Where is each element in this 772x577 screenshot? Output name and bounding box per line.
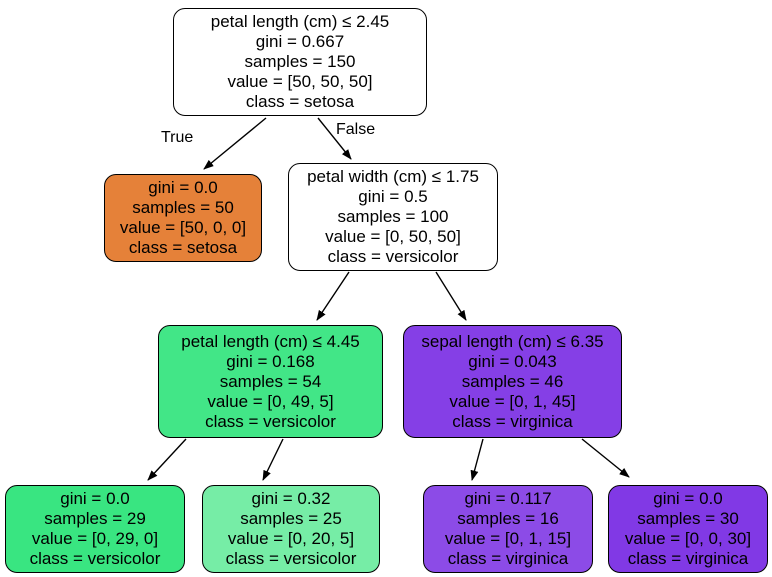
gini-value: gini = 0.667 bbox=[255, 32, 345, 51]
tree-node-leaf-versicolor-pure: gini = 0.0 samples = 29 value = [0, 29, … bbox=[5, 485, 185, 573]
edge-petal-width-to-petal-length-split bbox=[316, 271, 350, 321]
split-condition: sepal length (cm) ≤ 6.35 bbox=[421, 331, 604, 351]
predicted-class: class = versicolor bbox=[327, 247, 459, 266]
predicted-class: class = virginica bbox=[452, 411, 573, 431]
class-counts: value = [0, 49, 5] bbox=[207, 391, 334, 411]
predicted-class: class = setosa bbox=[245, 92, 355, 111]
samples-count: samples = 150 bbox=[244, 52, 356, 71]
tree-node-petal-length-split-2: petal length (cm) ≤ 4.45 gini = 0.168 sa… bbox=[158, 325, 383, 438]
gini-value: gini = 0.043 bbox=[468, 351, 557, 371]
class-counts: value = [0, 1, 15] bbox=[444, 529, 572, 548]
edge-green-split-to-leaf-versicolor-mixed bbox=[262, 438, 284, 481]
edge-root-to-setosa-leaf bbox=[203, 117, 267, 170]
class-counts: value = [50, 0, 0] bbox=[119, 218, 247, 237]
class-counts: value = [0, 29, 0] bbox=[31, 529, 159, 548]
split-condition: petal length (cm) ≤ 4.45 bbox=[181, 331, 360, 351]
edge-purple-split-to-leaf-virginica-pure bbox=[581, 438, 630, 478]
tree-node-leaf-setosa: gini = 0.0 samples = 50 value = [50, 0, … bbox=[104, 174, 262, 262]
gini-value: gini = 0.32 bbox=[251, 489, 331, 508]
samples-count: samples = 29 bbox=[44, 509, 146, 528]
tree-node-sepal-length-split: sepal length (cm) ≤ 6.35 gini = 0.043 sa… bbox=[403, 325, 622, 438]
predicted-class: class = setosa bbox=[128, 238, 238, 257]
edge-root-to-petal-width-split bbox=[317, 117, 352, 160]
gini-value: gini = 0.117 bbox=[464, 489, 552, 508]
gini-value: gini = 0.168 bbox=[226, 351, 315, 371]
predicted-class: class = versicolor bbox=[29, 549, 161, 568]
tree-node-petal-width-split: petal width (cm) ≤ 1.75 gini = 0.5 sampl… bbox=[288, 163, 498, 271]
gini-value: gini = 0.0 bbox=[60, 489, 130, 508]
predicted-class: class = virginica bbox=[447, 549, 569, 568]
class-counts: value = [0, 50, 50] bbox=[325, 227, 461, 246]
split-condition: petal width (cm) ≤ 1.75 bbox=[307, 167, 479, 186]
class-counts: value = [0, 0, 30] bbox=[624, 529, 752, 548]
tree-node-leaf-virginica-mixed: gini = 0.117 samples = 16 value = [0, 1,… bbox=[423, 485, 593, 573]
tree-node-leaf-versicolor-mixed: gini = 0.32 samples = 25 value = [0, 20,… bbox=[202, 485, 380, 573]
predicted-class: class = versicolor bbox=[225, 549, 357, 568]
tree-node-root: petal length (cm) ≤ 2.45 gini = 0.667 sa… bbox=[173, 8, 427, 116]
class-counts: value = [0, 1, 45] bbox=[449, 391, 576, 411]
gini-value: gini = 0.5 bbox=[358, 187, 428, 206]
tree-node-leaf-virginica-pure: gini = 0.0 samples = 30 value = [0, 0, 3… bbox=[608, 485, 768, 573]
class-counts: value = [0, 20, 5] bbox=[227, 529, 355, 548]
predicted-class: class = virginica bbox=[627, 549, 749, 568]
split-condition: petal length (cm) ≤ 2.45 bbox=[210, 12, 390, 31]
samples-count: samples = 16 bbox=[457, 509, 559, 528]
samples-count: samples = 25 bbox=[240, 509, 342, 528]
edge-petal-width-to-sepal-length-split bbox=[435, 271, 467, 321]
samples-count: samples = 30 bbox=[637, 509, 739, 528]
edge-purple-split-to-leaf-virginica-mixed bbox=[470, 438, 484, 481]
edge-label-true: True bbox=[161, 129, 194, 146]
gini-value: gini = 0.0 bbox=[653, 489, 723, 508]
edge-label-false: False bbox=[336, 121, 376, 138]
predicted-class: class = versicolor bbox=[205, 411, 336, 431]
samples-count: samples = 50 bbox=[132, 198, 234, 217]
gini-value: gini = 0.0 bbox=[148, 178, 218, 197]
samples-count: samples = 46 bbox=[461, 371, 564, 391]
samples-count: samples = 100 bbox=[337, 207, 449, 226]
class-counts: value = [50, 50, 50] bbox=[227, 72, 373, 91]
edge-green-split-to-leaf-versicolor-pure bbox=[147, 438, 187, 481]
samples-count: samples = 54 bbox=[219, 371, 322, 391]
